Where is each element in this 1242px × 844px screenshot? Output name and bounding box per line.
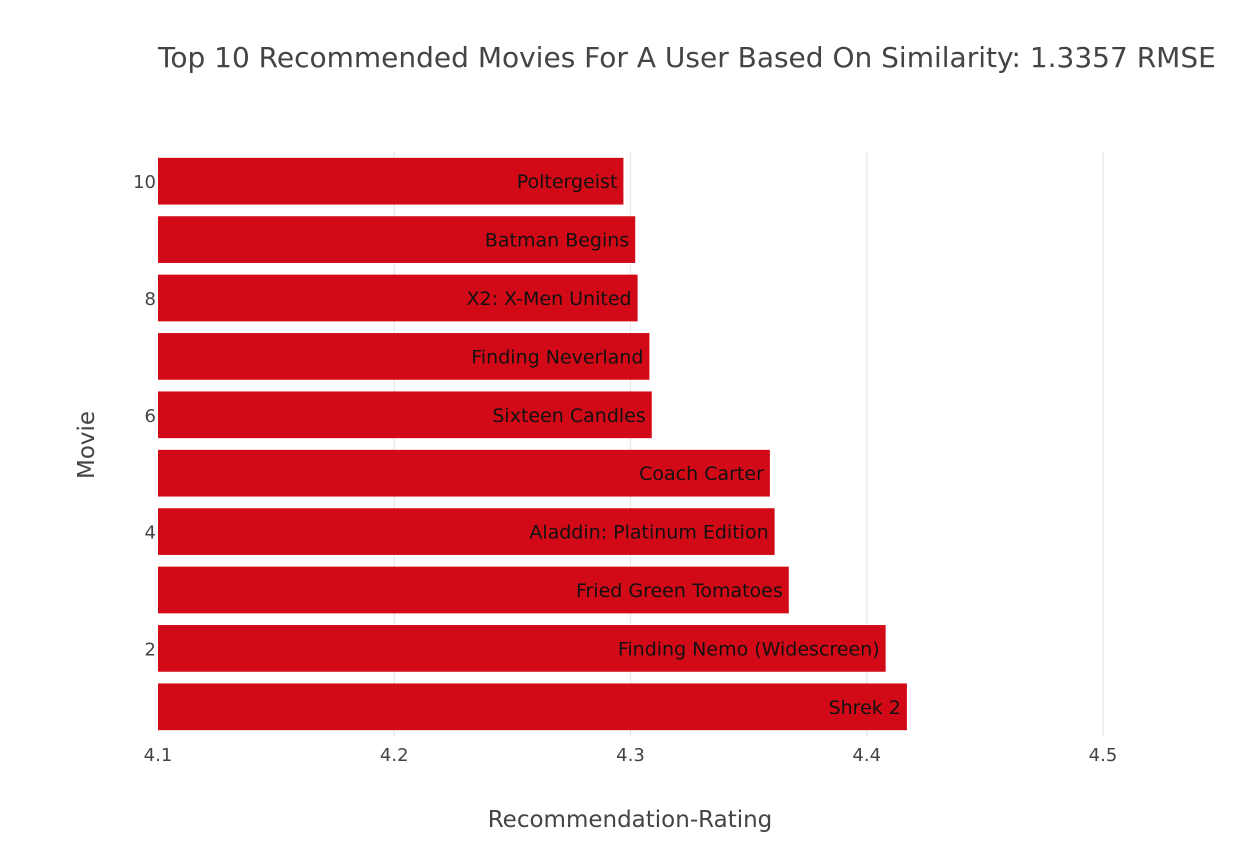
bar-label: Finding Neverland: [471, 346, 643, 368]
bar: [158, 449, 770, 497]
x-tick-label: 4.3: [616, 745, 645, 766]
bar: [158, 566, 789, 614]
y-tick-label: 8: [145, 289, 156, 310]
bar-layer: [158, 157, 907, 731]
x-tick-label: 4.2: [380, 745, 409, 766]
y-tick-label: 2: [145, 639, 156, 660]
x-tick-label: 4.4: [852, 745, 881, 766]
y-tick-label: 4: [145, 523, 156, 544]
y-tick-label: 6: [145, 406, 156, 427]
bar: [158, 391, 652, 439]
bar: [158, 508, 775, 555]
label-layer: Shrek 2 Finding Nemo (Widescreen) Fried Gr…: [467, 171, 901, 719]
bar-label: X2: X-Men United: [467, 288, 632, 310]
y-axis-title: Movie: [74, 411, 100, 479]
bar: [158, 216, 636, 263]
bar-label: Coach Carter: [639, 463, 764, 485]
bar-label: Sixteen Candles: [492, 405, 645, 427]
bar: [158, 157, 624, 205]
bar-label: Finding Nemo (Widescreen): [618, 638, 880, 660]
bar: [158, 333, 650, 380]
tick-layer: 4.1 4.2 4.3 4.4 4.5 2 4 6 8 10: [133, 172, 1117, 766]
bar-label: Batman Begins: [485, 230, 629, 252]
bar: [158, 274, 638, 322]
bar-label: Aladdin: Platinum Edition: [529, 522, 768, 544]
chart-title: Top 10 Recommended Movies For A User Bas…: [157, 41, 1216, 74]
bar-label: Fried Green Tomatoes: [576, 580, 783, 602]
y-tick-label: 10: [133, 172, 156, 193]
x-tick-label: 4.5: [1089, 745, 1118, 766]
bar-label: Poltergeist: [517, 171, 618, 193]
bar: [158, 683, 907, 731]
bar-label: Shrek 2: [829, 697, 901, 719]
x-tick-label: 4.1: [144, 745, 173, 766]
bar: [158, 625, 886, 672]
x-axis-title: Recommendation-Rating: [488, 807, 773, 833]
